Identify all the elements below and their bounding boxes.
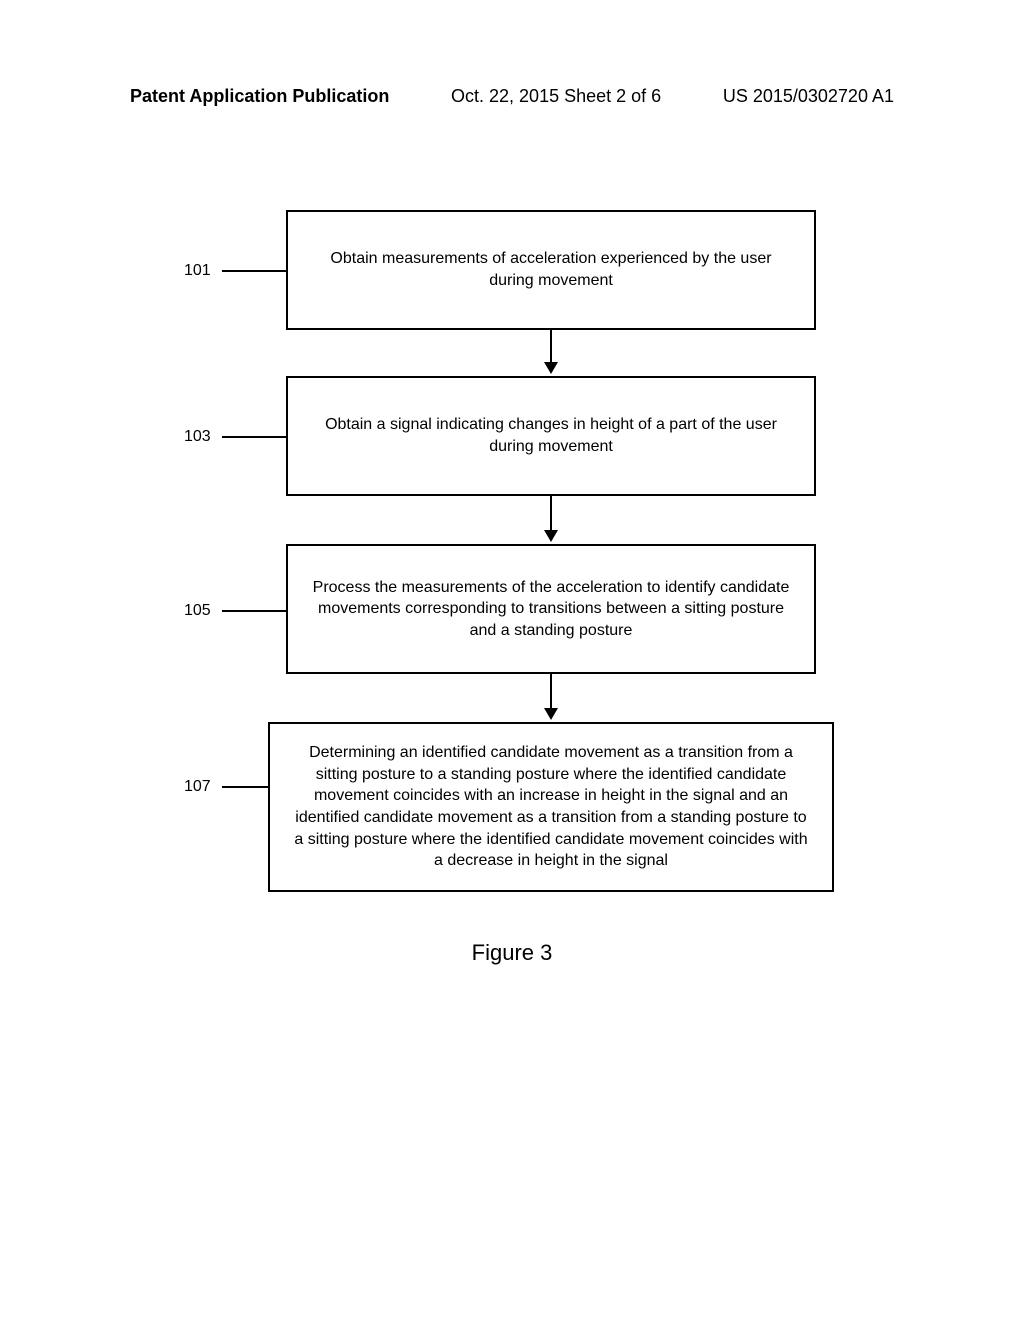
arrow-head-icon bbox=[544, 362, 558, 374]
header-center: Oct. 22, 2015 Sheet 2 of 6 bbox=[451, 86, 661, 107]
node-text-107: Determining an identified candidate move… bbox=[290, 742, 812, 872]
edge-arrow-1 bbox=[550, 330, 552, 364]
label-connector-103 bbox=[222, 436, 286, 438]
label-connector-107 bbox=[222, 786, 268, 788]
arrow-head-icon bbox=[544, 708, 558, 720]
figure-caption: Figure 3 bbox=[0, 940, 1024, 966]
node-text-105: Process the measurements of the accelera… bbox=[308, 577, 794, 642]
label-connector-105 bbox=[222, 610, 286, 612]
page-header: Patent Application Publication Oct. 22, … bbox=[0, 86, 1024, 107]
flowchart-node-103: Obtain a signal indicating changes in he… bbox=[286, 376, 816, 496]
node-label-101: 101 bbox=[184, 262, 211, 280]
arrow-head-icon bbox=[544, 530, 558, 542]
edge-arrow-3 bbox=[550, 674, 552, 710]
flowchart-node-107: Determining an identified candidate move… bbox=[268, 722, 834, 892]
header-left: Patent Application Publication bbox=[130, 86, 389, 107]
flowchart-node-101: Obtain measurements of acceleration expe… bbox=[286, 210, 816, 330]
label-connector-101 bbox=[222, 270, 286, 272]
edge-arrow-2 bbox=[550, 496, 552, 532]
node-text-101: Obtain measurements of acceleration expe… bbox=[308, 248, 794, 291]
header-right: US 2015/0302720 A1 bbox=[723, 86, 894, 107]
node-label-107: 107 bbox=[184, 778, 211, 796]
flowchart-node-105: Process the measurements of the accelera… bbox=[286, 544, 816, 674]
node-label-103: 103 bbox=[184, 428, 211, 446]
node-label-105: 105 bbox=[184, 602, 211, 620]
node-text-103: Obtain a signal indicating changes in he… bbox=[308, 414, 794, 457]
